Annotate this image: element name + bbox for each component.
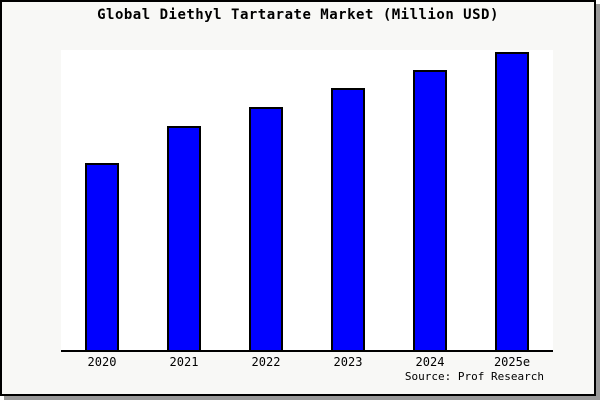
- source-attribution: Source: Prof Research: [404, 370, 544, 383]
- plot-area: [61, 50, 553, 352]
- bar-2023: [331, 88, 365, 350]
- bar-2021: [167, 126, 201, 350]
- x-tick-2024: 2024: [415, 355, 445, 369]
- x-axis-labels: 2020 2021 2022 2023 2024 2025e: [61, 355, 553, 369]
- chart-title: Global Diethyl Tartarate Market (Million…: [97, 7, 499, 23]
- bar-2025e: [495, 52, 529, 350]
- x-tick-2023: 2023: [333, 355, 363, 369]
- bar-2020: [85, 163, 119, 350]
- bar-2024: [413, 70, 447, 350]
- bar-2022: [249, 107, 283, 350]
- x-tick-2022: 2022: [251, 355, 281, 369]
- x-tick-2025e: 2025e: [493, 355, 531, 369]
- x-tick-2021: 2021: [169, 355, 199, 369]
- x-tick-2020: 2020: [87, 355, 117, 369]
